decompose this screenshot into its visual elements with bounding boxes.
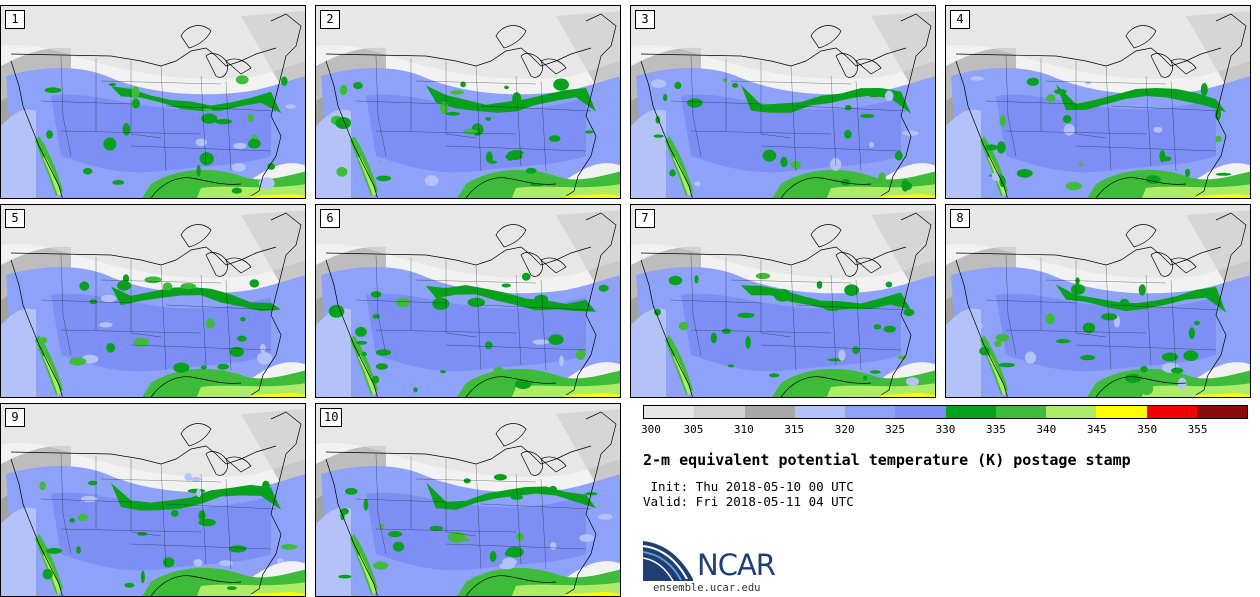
member-label: 5 (5, 209, 25, 228)
colorbar-tick-label: 350 (1137, 423, 1158, 436)
colorbar-tick-label: 330 (935, 423, 956, 436)
colorbar-tick-label: 305 (683, 423, 704, 436)
temperature-map (1, 6, 305, 198)
member-label: 8 (950, 209, 970, 228)
colorbar-segment (945, 406, 996, 418)
colorbar-segment (1096, 406, 1147, 418)
colorbar-segment (1046, 406, 1097, 418)
map-panel: 4 (945, 5, 1251, 199)
colorbar-tick-label: 320 (834, 423, 855, 436)
colorbar-tick-label: 345 (1086, 423, 1107, 436)
member-label: 4 (950, 10, 970, 29)
temperature-map (1, 205, 305, 397)
temperature-map (316, 404, 620, 596)
colorbar-segment (995, 406, 1046, 418)
ncar-logo-icon (643, 541, 693, 581)
valid-time: Valid: Fri 2018-05-11 04 UTC (643, 494, 854, 509)
member-label: 1 (5, 10, 25, 29)
colorbar-tick-label: 325 (885, 423, 906, 436)
temperature-map (946, 6, 1250, 198)
temperature-map (1, 404, 305, 596)
ncar-logo-text: NCAR (697, 548, 776, 582)
map-panel: 10 (315, 403, 621, 597)
colorbar-segment (895, 406, 946, 418)
temperature-map (946, 205, 1250, 397)
figure-title: 2-m equivalent potential temperature (K)… (643, 451, 1131, 469)
colorbar-tick-label: 355 (1187, 423, 1208, 436)
colorbar-segment (1196, 406, 1247, 418)
map-panel: 3 (630, 5, 936, 199)
temperature-map (316, 6, 620, 198)
colorbar-tick-label: 335 (985, 423, 1006, 436)
temperature-map (631, 6, 935, 198)
colorbar-segment (694, 406, 745, 418)
colorbar-segment (744, 406, 795, 418)
map-panel: 5 (0, 204, 306, 398)
member-label: 7 (635, 209, 655, 228)
colorbar-segment (644, 406, 695, 418)
map-panel: 8 (945, 204, 1251, 398)
colorbar-segment (794, 406, 845, 418)
colorbar-tick-label: 300 (641, 423, 661, 436)
colorbar-tick-label: 315 (784, 423, 805, 436)
map-panel: 1 (0, 5, 306, 199)
member-label: 6 (320, 209, 340, 228)
colorbar-ticks: 300 305 310 315 320 325 330 335 340 345 350 355 (641, 423, 1248, 439)
colorbar-segment (845, 406, 896, 418)
colorbar-tick-label: 310 (733, 423, 754, 436)
colorbar-segment (1146, 406, 1197, 418)
member-label: 9 (5, 408, 25, 427)
site-url: ensemble.ucar.edu (653, 582, 761, 594)
map-panel: 2 (315, 5, 621, 199)
member-label: 2 (320, 10, 340, 29)
temperature-map (631, 205, 935, 397)
temperature-map (316, 205, 620, 397)
member-label: 3 (635, 10, 655, 29)
map-panel: 7 (630, 204, 936, 398)
map-panel: 9 (0, 403, 306, 597)
init-time: Init: Thu 2018-05-10 00 UTC (643, 479, 854, 494)
colorbar (643, 405, 1248, 419)
map-panel: 6 (315, 204, 621, 398)
member-label: 10 (320, 408, 343, 427)
colorbar-tick-label: 340 (1036, 423, 1057, 436)
